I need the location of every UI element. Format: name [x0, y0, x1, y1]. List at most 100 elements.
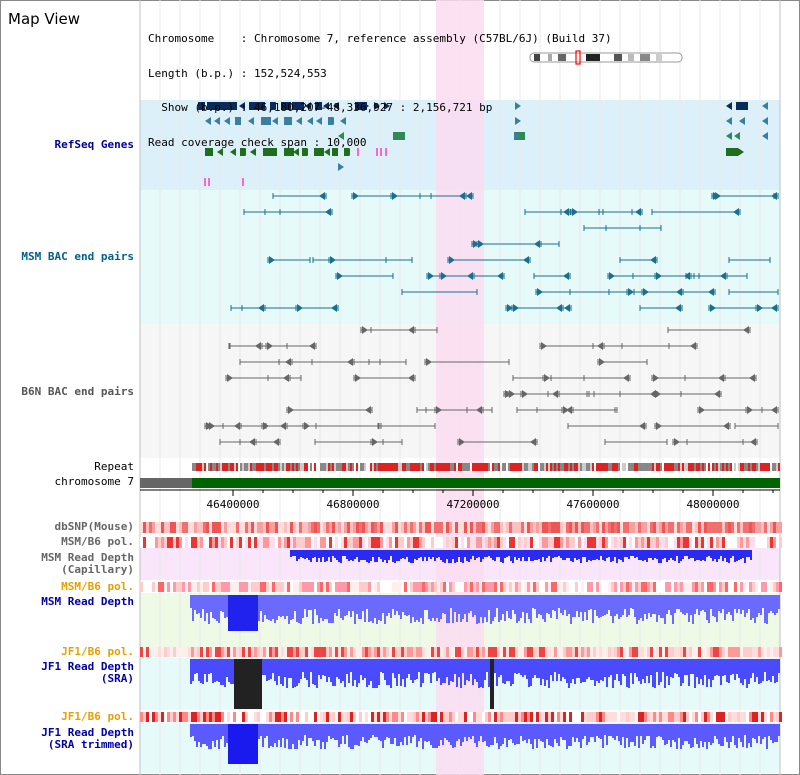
refseq-gene-arrow	[250, 148, 256, 156]
msm-b6-pol-mark	[272, 582, 275, 592]
msm-b6-pol-mark	[623, 537, 626, 548]
repeat-mark	[640, 463, 642, 471]
jf1-b6-pol-mark	[665, 647, 668, 657]
jf1-trim-depth-bar	[404, 724, 406, 737]
repeat-mark	[576, 463, 578, 471]
jf1-depth-bar	[278, 659, 280, 676]
msm-b6-pol-mark	[410, 537, 413, 548]
msm-depth-bar	[422, 595, 424, 624]
jf1-b6-pol-mark	[323, 712, 326, 722]
msm-depth-bar	[718, 595, 720, 611]
msm-b6-pol-mark	[647, 582, 650, 592]
msm-b6-pol-mark	[239, 537, 242, 548]
jf1-depth-bar	[436, 659, 438, 681]
jf1-trim-depth-bar	[638, 724, 640, 748]
msm-depth-bar	[450, 595, 452, 608]
jf1-trim-depth-bar	[464, 724, 466, 737]
jf1-depth-bar	[352, 659, 354, 686]
msm-b6-pol-mark	[167, 582, 170, 592]
dbsnp-mark	[368, 522, 371, 533]
msm-depth-label[interactable]: MSM Read Depth	[41, 595, 134, 608]
msm-b6-pol-mark	[500, 537, 503, 548]
jf1-trim-depth-bar	[588, 724, 590, 742]
msm-b6-pol-label-2[interactable]: MSM/B6 pol.	[61, 580, 134, 593]
jf1-b6-pol-mark	[287, 712, 290, 722]
jf1-b6-pol-mark	[368, 647, 371, 657]
jf1-b6-pol-mark	[557, 647, 560, 657]
jf1-trim-depth-bar	[766, 724, 768, 749]
repeat-mark	[644, 463, 646, 471]
msm-b6-pol-mark	[473, 582, 476, 592]
repeat-mark	[432, 463, 434, 471]
dbsnp-mark	[536, 522, 539, 533]
msm-b6-pol-label-1[interactable]: MSM/B6 pol.	[61, 535, 134, 548]
jf1-depth-bar	[654, 659, 656, 688]
jf1-b6-pol-mark	[575, 712, 578, 722]
msm-depth-cap-bar	[412, 550, 414, 563]
refseq-track-label[interactable]: RefSeq Genes	[54, 138, 134, 151]
jf1-depth-trim-label[interactable]: JF1 Read Depth (SRA trimmed)	[41, 726, 134, 751]
jf1-trim-depth-bar	[600, 724, 602, 739]
jf1-b6-pol-mark	[434, 647, 437, 657]
jf1-b6-pol-mark	[494, 647, 497, 657]
msm-bac-track-label[interactable]: MSM BAC end pairs	[21, 250, 134, 263]
msm-depth-bar	[442, 595, 444, 613]
chromosome-track-label[interactable]: chromosome 7	[54, 475, 134, 488]
repeat-mark	[268, 463, 270, 471]
jf1-trim-depth-bar	[764, 724, 766, 737]
jf1-b6-pol-mark	[191, 712, 194, 722]
jf1-b6-pol-label-2[interactable]: JF1/B6 pol.	[61, 710, 134, 723]
msm-b6-pol-mark	[206, 582, 209, 592]
msm-depth-bar	[456, 595, 458, 622]
jf1-b6-pol-mark	[350, 712, 353, 722]
msm-b6-pol-mark	[656, 537, 659, 548]
b6n-bac-track-label[interactable]: B6N BAC end pairs	[21, 385, 134, 398]
jf1-depth-bar	[378, 659, 380, 685]
msm-b6-pol-mark	[287, 582, 290, 592]
repeat-mark	[520, 463, 522, 471]
repeat-track-label[interactable]: Repeat	[94, 460, 134, 473]
jf1-depth-bar	[734, 659, 736, 680]
repeat-mark	[296, 463, 298, 471]
msm-b6-pol-mark	[179, 582, 182, 592]
jf1-b6-pol-mark	[446, 647, 449, 657]
jf1-trim-depth-bar	[662, 724, 664, 740]
jf1-depth-bar	[594, 659, 596, 686]
dbsnp-mark	[197, 522, 200, 533]
jf1-depth-bar	[210, 659, 212, 673]
repeat-mark	[510, 463, 512, 471]
msm-depth-cap-bar	[362, 550, 364, 560]
jf1-b6-pol-mark	[746, 712, 749, 722]
msm-b6-pol-mark	[674, 537, 677, 548]
msm-bac-pair-arrow	[325, 208, 331, 216]
msm-depth-capillary-label[interactable]: MSM Read Depth (Capillary)	[41, 551, 134, 576]
msm-b6-pol-mark	[764, 537, 767, 548]
jf1-b6-pol-mark	[464, 712, 467, 722]
msm-b6-pol-mark	[368, 537, 371, 548]
jf1-trim-depth-bar	[518, 724, 520, 744]
dbsnp-track-label[interactable]: dbSNP(Mouse)	[54, 520, 134, 533]
jf1-depth-bar	[390, 659, 392, 688]
selection-highlight[interactable]	[436, 0, 484, 775]
msm-b6-pol-mark	[632, 537, 635, 548]
jf1-depth-bar	[774, 659, 776, 683]
jf1-b6-pol-mark	[170, 712, 173, 722]
jf1-trim-depth-bar	[208, 724, 210, 749]
jf1-b6-pol-mark	[476, 647, 479, 657]
repeat-mark	[708, 463, 710, 471]
msm-b6-pol-mark	[491, 537, 494, 548]
dbsnp-mark	[443, 522, 446, 533]
msm-depth-cap-bar	[366, 550, 368, 562]
msm-depth-bar	[414, 595, 416, 622]
jf1-b6-pol-mark	[488, 712, 491, 722]
msm-depth-cap-bar	[614, 550, 616, 557]
jf1-depth-bar	[682, 659, 684, 683]
jf1-b6-pol-mark	[623, 647, 626, 657]
jf1-depth-sra-label[interactable]: JF1 Read Depth (SRA)	[41, 660, 134, 685]
msm-depth-cap-bar	[434, 550, 436, 561]
msm-depth-bar	[360, 595, 362, 619]
jf1-b6-pol-label-1[interactable]: JF1/B6 pol.	[61, 645, 134, 658]
jf1-b6-pol-mark	[278, 647, 281, 657]
dbsnp-mark	[224, 522, 227, 533]
jf1-b6-pol-mark	[551, 712, 554, 722]
